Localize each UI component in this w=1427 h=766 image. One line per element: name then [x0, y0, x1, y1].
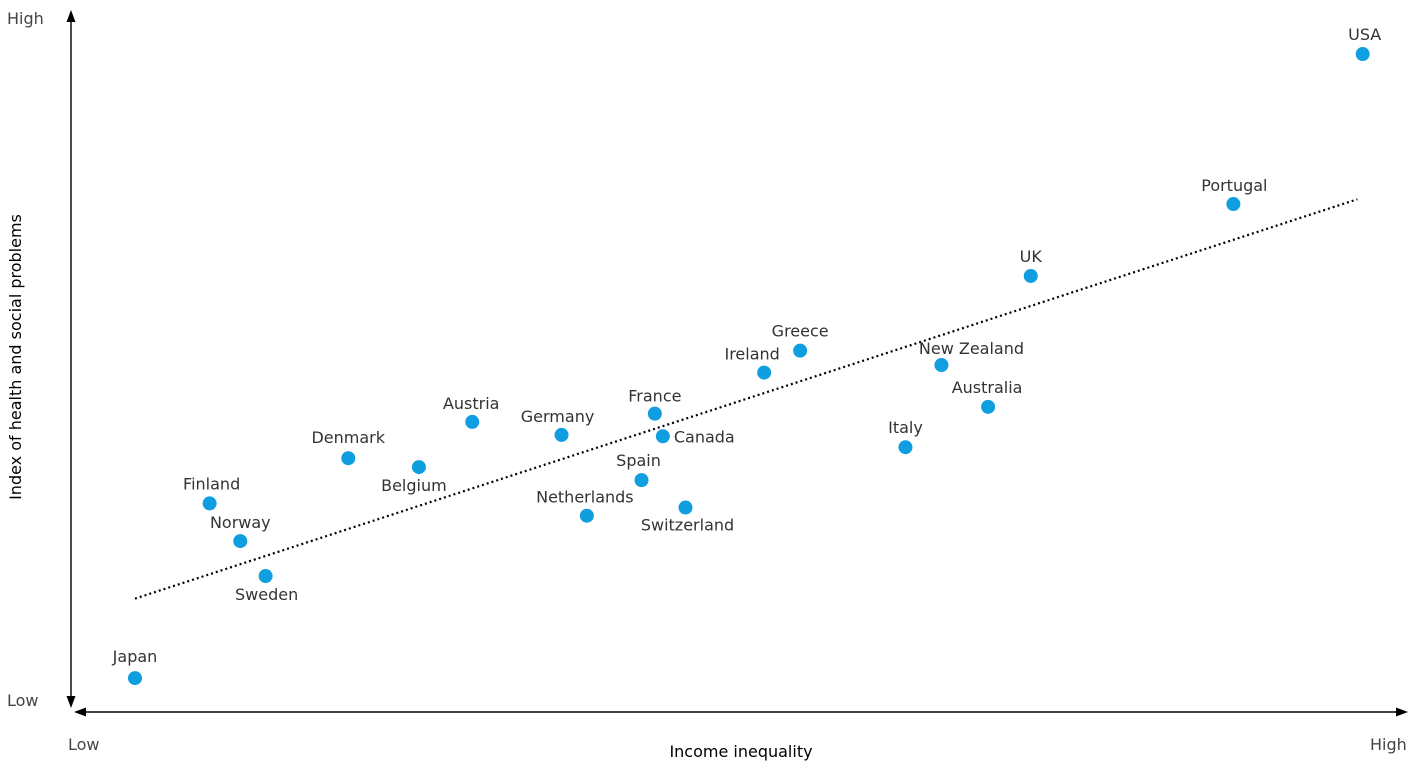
x-axis-title: Income inequality [669, 742, 812, 761]
x-axis-low-label: Low [68, 735, 100, 754]
data-label-ireland: Ireland [724, 345, 779, 364]
data-label-uk: UK [1020, 247, 1043, 266]
data-point-germany [554, 427, 569, 442]
trend-layer [134, 198, 1358, 600]
data-point-greece [793, 343, 808, 358]
data-label-belgium: Belgium [381, 476, 447, 495]
y-axis-arrow-down-icon [66, 696, 76, 708]
data-point-portugal [1226, 197, 1241, 212]
trend-line [134, 198, 1358, 600]
data-point-italy [898, 440, 913, 455]
y-axis-arrow-up-icon [66, 10, 76, 22]
data-point-ireland [757, 365, 772, 380]
data-label-japan: Japan [112, 647, 158, 666]
data-label-portugal: Portugal [1201, 176, 1267, 195]
data-point-denmark [341, 451, 356, 466]
axes [66, 10, 1408, 717]
data-label-australia: Australia [952, 378, 1023, 397]
data-point-sweden [258, 569, 273, 584]
data-point-austria [465, 414, 480, 429]
x-axis-high-label: High [1370, 735, 1407, 754]
data-point-japan [127, 671, 142, 686]
data-label-usa: USA [1348, 25, 1381, 44]
data-label-austria: Austria [443, 394, 500, 413]
data-label-denmark: Denmark [311, 428, 385, 447]
data-label-france: France [628, 387, 681, 406]
data-label-finland: Finland [183, 474, 240, 493]
data-point-netherlands [579, 508, 594, 523]
data-label-greece: Greece [772, 322, 829, 341]
data-label-norway: Norway [210, 513, 271, 532]
y-axis-low-label: Low [7, 691, 39, 710]
data-label-switzerland: Switzerland [641, 516, 734, 535]
data-point-norway [233, 534, 248, 549]
data-label-germany: Germany [521, 407, 595, 426]
data-point-spain [634, 473, 649, 488]
labels-layer: Japan Finland Norway Sweden Denmark Belgium Au… [112, 25, 1382, 666]
data-label-italy: Italy [888, 418, 923, 437]
data-point-france [647, 406, 662, 421]
x-axis-arrow-left-icon [74, 707, 86, 717]
y-axis-high-label: High [7, 9, 44, 28]
data-point-canada [655, 429, 670, 444]
data-point-belgium [411, 460, 426, 475]
data-label-spain: Spain [616, 451, 661, 470]
points-layer [127, 47, 1370, 686]
data-point-uk [1023, 268, 1038, 283]
data-point-usa [1355, 47, 1370, 62]
data-point-switzerland [678, 500, 693, 515]
data-label-sweden: Sweden [235, 585, 298, 604]
data-point-australia [981, 399, 996, 414]
data-label-new-zealand: New Zealand [919, 339, 1024, 358]
data-label-canada: Canada [674, 427, 735, 446]
x-axis-arrow-right-icon [1396, 707, 1408, 717]
data-point-new-zealand [934, 358, 949, 373]
data-label-netherlands: Netherlands [536, 488, 634, 507]
y-axis-title: Index of health and social problems [6, 214, 25, 500]
data-point-finland [202, 496, 217, 511]
